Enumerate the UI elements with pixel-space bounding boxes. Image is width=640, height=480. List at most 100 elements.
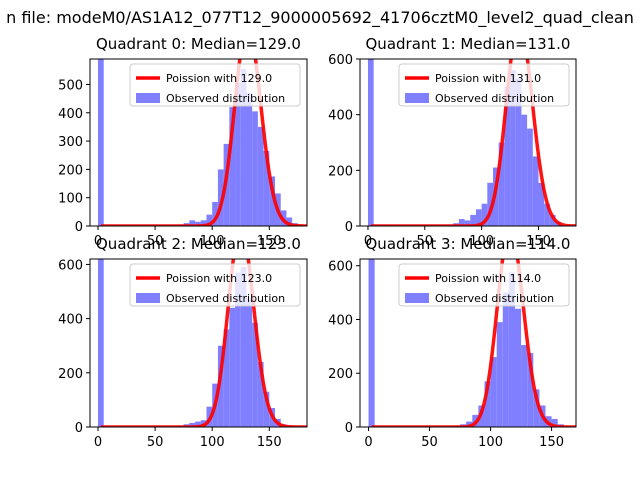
x-tick-label: 0 [364,435,372,450]
x-tick-label: 100 [469,234,494,249]
x-tick-label: 50 [147,234,164,249]
y-tick-label: 400 [328,109,353,124]
plot-area [367,59,576,226]
plot-area [368,259,576,427]
histogram-bar [223,329,230,427]
legend-patch-swatch [136,293,160,303]
legend-box [398,63,570,107]
subplot-0: Quadrant 0: Median=129.0 0 50 100 150 0 100 200… [58,35,308,249]
histogram-bar [206,214,213,226]
y-tick-label: 400 [328,313,353,328]
subplot-title: Quadrant 1: Median=131.0 [366,35,571,53]
x-tick-label: 0 [94,435,102,450]
subplot-title: Quadrant 2: Median=123.0 [96,235,301,253]
y-tick-label: 0 [345,220,353,235]
y-tick-label: 0 [345,421,353,436]
histogram-bar [252,322,258,427]
histogram-bar [532,156,539,226]
histogram-bar [263,150,270,226]
histogram-bar [269,176,276,226]
histogram-bar [527,353,534,427]
histogram-bar [514,308,522,427]
legend: Poission with 129.0 Observed distribution [129,63,301,107]
histogram-bar [229,307,236,427]
axes-frame [89,58,308,227]
histogram-bar [200,220,207,226]
x-tick-label: 0 [364,234,372,249]
histogram-bar [368,259,375,427]
histogram-bar [246,92,253,226]
axes-frame [359,258,577,428]
legend-label: Observed distribution [166,292,285,305]
legend-box [398,263,570,307]
histogram-bar [487,182,494,226]
histogram-bar [367,59,374,226]
subplot-1: Quadrant 1: Median=131.0 0 50 100 150 0 200 400… [328,35,577,249]
legend-box [129,63,301,107]
y-tick-label: 200 [328,367,353,382]
histogram-bar [490,357,497,427]
histogram-bar [458,219,465,226]
histogram-bar [508,272,515,427]
x-tick-label: 50 [421,435,438,450]
subplot-title: Quadrant 0: Median=129.0 [96,35,301,53]
histogram-bar [246,298,253,427]
x-tick-label: 150 [257,435,282,450]
legend-box [129,263,301,307]
y-tick-label: 600 [328,260,353,275]
histogram-bar [217,345,224,427]
histogram-bar [481,203,488,226]
y-tick-label: 600 [58,258,83,273]
histogram-bar [502,292,509,427]
y-tick-label: 100 [58,192,83,207]
histogram-bar [189,422,196,427]
y-tick-label: 200 [58,163,83,178]
histogram-bar [544,203,550,226]
histogram-bar [195,421,201,427]
legend-label: Observed distribution [435,292,554,305]
x-tick-label: 100 [200,435,225,450]
histogram-bar [195,221,201,226]
x-tick-label: 150 [526,234,551,249]
histogram-bar [217,169,224,226]
histogram-bar [521,114,528,226]
histogram-bar [527,128,533,226]
x-tick-label: 150 [257,234,282,249]
legend: Poission with 123.0 Observed distribution [129,263,301,307]
legend-label: Poission with 114.0 [435,272,541,285]
legend: Poission with 131.0 Observed distribution [398,63,570,107]
histogram-bar [510,70,516,226]
legend-label: Poission with 129.0 [166,72,272,85]
x-tick-label: 150 [539,435,564,450]
histogram-bar [235,272,241,427]
axes-frame [89,258,308,428]
y-tick-label: 200 [58,367,83,382]
poisson-fit-line [100,259,307,427]
x-tick-label: 50 [417,234,434,249]
histogram-bar [466,421,473,427]
x-tick-label: 100 [200,234,225,249]
y-tick-label: 400 [58,313,83,328]
axes-frame [359,58,577,227]
subplot-title: Quadrant 3: Median=114.0 [366,235,571,253]
y-tick-label: 300 [58,135,83,150]
histogram-bar [240,68,247,226]
legend-label: Observed distribution [435,92,554,105]
histogram-bar [257,126,264,226]
y-tick-label: 0 [75,421,83,436]
subplot-2: Quadrant 2: Median=123.0 0 50 100 150 0 200 400… [58,235,308,450]
figure-title: n file: modeM0/AS1A12_077T12_9000005692_… [6,8,634,28]
histogram-bar [538,182,545,226]
histogram-bar [229,107,236,226]
y-tick-label: 600 [328,53,353,68]
y-tick-label: 400 [58,107,83,122]
histogram-bar [286,217,293,226]
legend-patch-swatch [405,293,429,303]
legend-patch-swatch [136,93,160,103]
histogram-bar [263,391,270,427]
histogram-bar [498,142,505,226]
legend-label: Observed distribution [166,92,285,105]
plot-area [97,59,307,226]
histogram-bar [496,322,503,427]
